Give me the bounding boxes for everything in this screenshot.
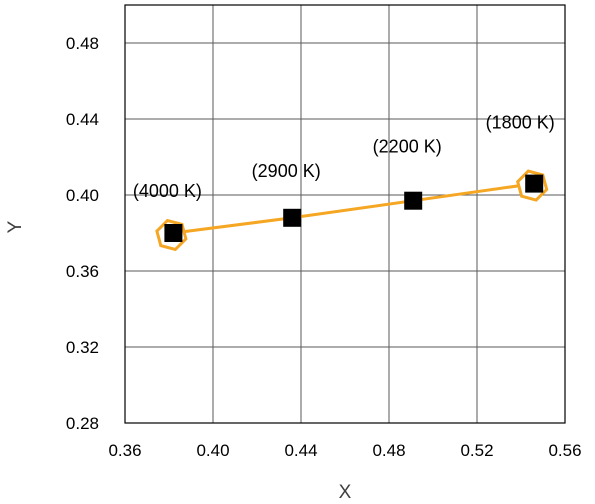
y-tick-label: 0.44 <box>66 110 99 129</box>
trend-line <box>155 169 549 252</box>
data-point <box>525 174 544 193</box>
grid-lines <box>125 5 565 423</box>
x-axis-title: X <box>339 482 352 503</box>
y-tick-label: 0.48 <box>66 34 99 53</box>
point-label: (2900 K) <box>252 161 321 181</box>
point-label: (1800 K) <box>486 113 555 133</box>
point-label: (4000 K) <box>133 181 202 201</box>
x-tick-label: 0.40 <box>196 441 229 460</box>
y-tick-label: 0.36 <box>66 262 99 281</box>
y-tick-label: 0.40 <box>66 186 99 205</box>
series-line <box>171 182 536 235</box>
data-point <box>164 224 183 242</box>
x-tick-label: 0.56 <box>548 441 581 460</box>
tick-labels: 0.36 0.40 0.44 0.48 0.52 0.56 0.28 0.32 0.36 0.40… <box>66 34 582 460</box>
x-tick-label: 0.36 <box>108 441 141 460</box>
point-label: (2200 K) <box>373 137 442 157</box>
x-tick-label: 0.52 <box>460 441 493 460</box>
point-labels: (4000 K) (2900 K) (2200 K) (1800 K) <box>133 113 555 201</box>
y-tick-label: 0.32 <box>66 338 99 357</box>
y-axis-title: Y <box>5 220 26 233</box>
data-point <box>283 208 302 227</box>
data-point <box>404 191 423 210</box>
y-tick-label: 0.28 <box>66 414 99 433</box>
plot-frame <box>124 4 566 424</box>
x-tick-label: 0.44 <box>284 441 317 460</box>
data-points <box>164 174 544 242</box>
x-tick-label: 0.48 <box>372 441 405 460</box>
